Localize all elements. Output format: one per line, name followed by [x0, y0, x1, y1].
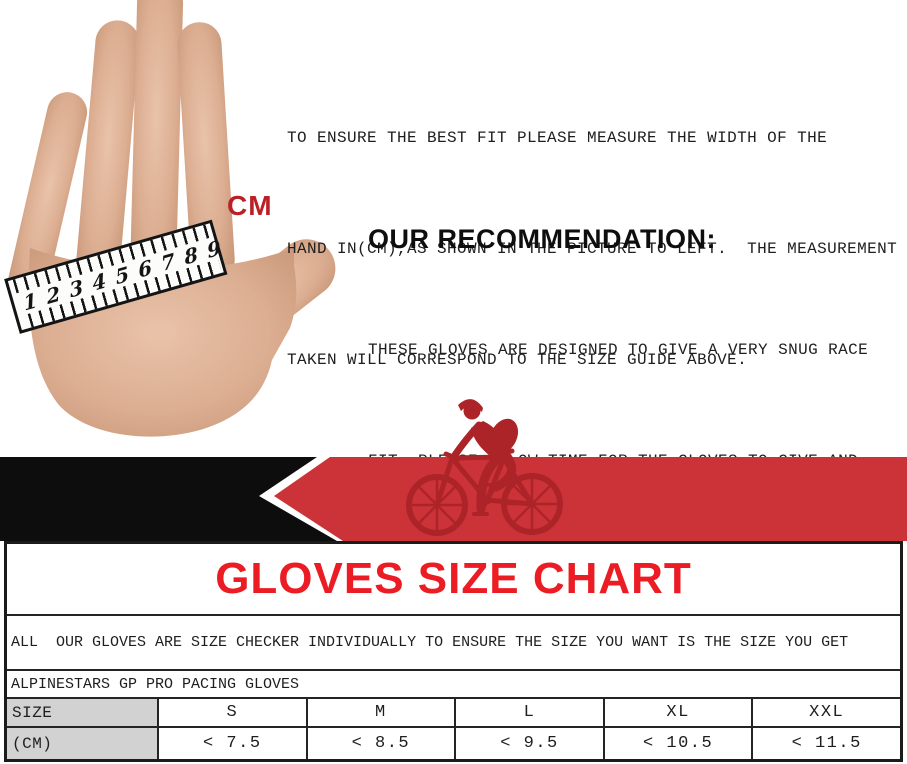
index-finger — [177, 22, 235, 282]
cm-label: CM — [227, 190, 273, 221]
measure-instructions: TO ENSURE THE BEST FIT PLEASE MEASURE TH… — [287, 46, 897, 453]
size-chart-note: ALL OUR GLOVES ARE SIZE CHECKER INDIVIDU… — [7, 616, 900, 671]
product-name: ALPINESTARS GP PRO PACING GLOVES — [7, 671, 900, 699]
cm-row-label: (CM) — [7, 728, 157, 759]
size-row-label: SIZE — [7, 699, 157, 726]
recommendation-heading: OUR RECOMMENDATION: — [368, 224, 716, 254]
pinky-finger — [7, 92, 88, 303]
cyclist-banner — [0, 399, 907, 541]
size-col-xl: XL — [602, 699, 752, 726]
cyclist-icon — [406, 399, 563, 536]
cm-value-xl: < 10.5 — [602, 728, 752, 759]
size-col-m: M — [305, 699, 455, 726]
size-chart: GLOVES SIZE CHART ALL OUR GLOVES ARE SIZ… — [4, 541, 903, 762]
black-band — [0, 457, 337, 541]
size-chart-title: GLOVES SIZE CHART — [7, 544, 900, 616]
cm-value-l: < 9.5 — [454, 728, 603, 759]
cm-value-m: < 8.5 — [305, 728, 455, 759]
size-header-row: SIZE S M L XL XXL — [7, 699, 900, 728]
size-col-s: S — [157, 699, 306, 726]
size-col-xxl: XXL — [751, 699, 900, 726]
hand-photo: 1 2 3 4 5 6 7 8 9 CM — [0, 0, 345, 455]
instruction-line-1: TO ENSURE THE BEST FIT PLEASE MEASURE TH… — [287, 129, 828, 147]
red-band — [274, 457, 907, 541]
cm-value-row: (CM) < 7.5 < 8.5 < 9.5 < 10.5 < 11.5 — [7, 728, 900, 759]
recommendation-line-1: THESE GLOVES ARE DESIGNED TO GIVE A VERY… — [368, 341, 869, 359]
instruction-line-3: TAKEN WILL CORRESPOND TO THE SIZE GUIDE … — [287, 351, 748, 369]
cm-value-s: < 7.5 — [157, 728, 306, 759]
instruction-line-2: HAND IN(CM),AS SHOWN IN THE PICTURE TO L… — [287, 240, 898, 258]
size-col-l: L — [454, 699, 603, 726]
cm-value-xxl: < 11.5 — [751, 728, 900, 759]
ring-finger — [75, 20, 140, 288]
hand-illustration — [7, 0, 336, 437]
middle-finger — [130, 0, 184, 282]
